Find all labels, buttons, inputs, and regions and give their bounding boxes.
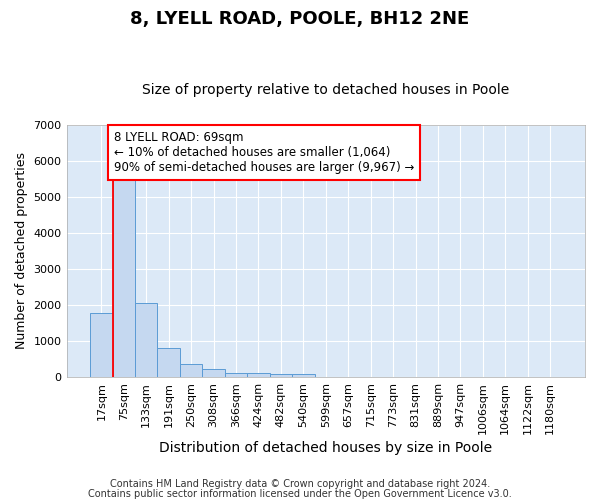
Bar xyxy=(225,372,247,377)
Y-axis label: Number of detached properties: Number of detached properties xyxy=(15,152,28,350)
Bar xyxy=(292,374,314,377)
Bar xyxy=(269,374,292,377)
Text: Contains public sector information licensed under the Open Government Licence v3: Contains public sector information licen… xyxy=(88,489,512,499)
Bar xyxy=(135,303,157,377)
X-axis label: Distribution of detached houses by size in Poole: Distribution of detached houses by size … xyxy=(159,441,493,455)
Bar xyxy=(157,348,180,377)
Bar xyxy=(247,373,269,377)
Text: 8, LYELL ROAD, POOLE, BH12 2NE: 8, LYELL ROAD, POOLE, BH12 2NE xyxy=(130,10,470,28)
Bar xyxy=(180,364,202,377)
Bar xyxy=(113,168,135,377)
Title: Size of property relative to detached houses in Poole: Size of property relative to detached ho… xyxy=(142,83,509,97)
Text: 8 LYELL ROAD: 69sqm
← 10% of detached houses are smaller (1,064)
90% of semi-det: 8 LYELL ROAD: 69sqm ← 10% of detached ho… xyxy=(113,131,414,174)
Text: Contains HM Land Registry data © Crown copyright and database right 2024.: Contains HM Land Registry data © Crown c… xyxy=(110,479,490,489)
Bar xyxy=(90,313,113,377)
Bar xyxy=(202,368,225,377)
